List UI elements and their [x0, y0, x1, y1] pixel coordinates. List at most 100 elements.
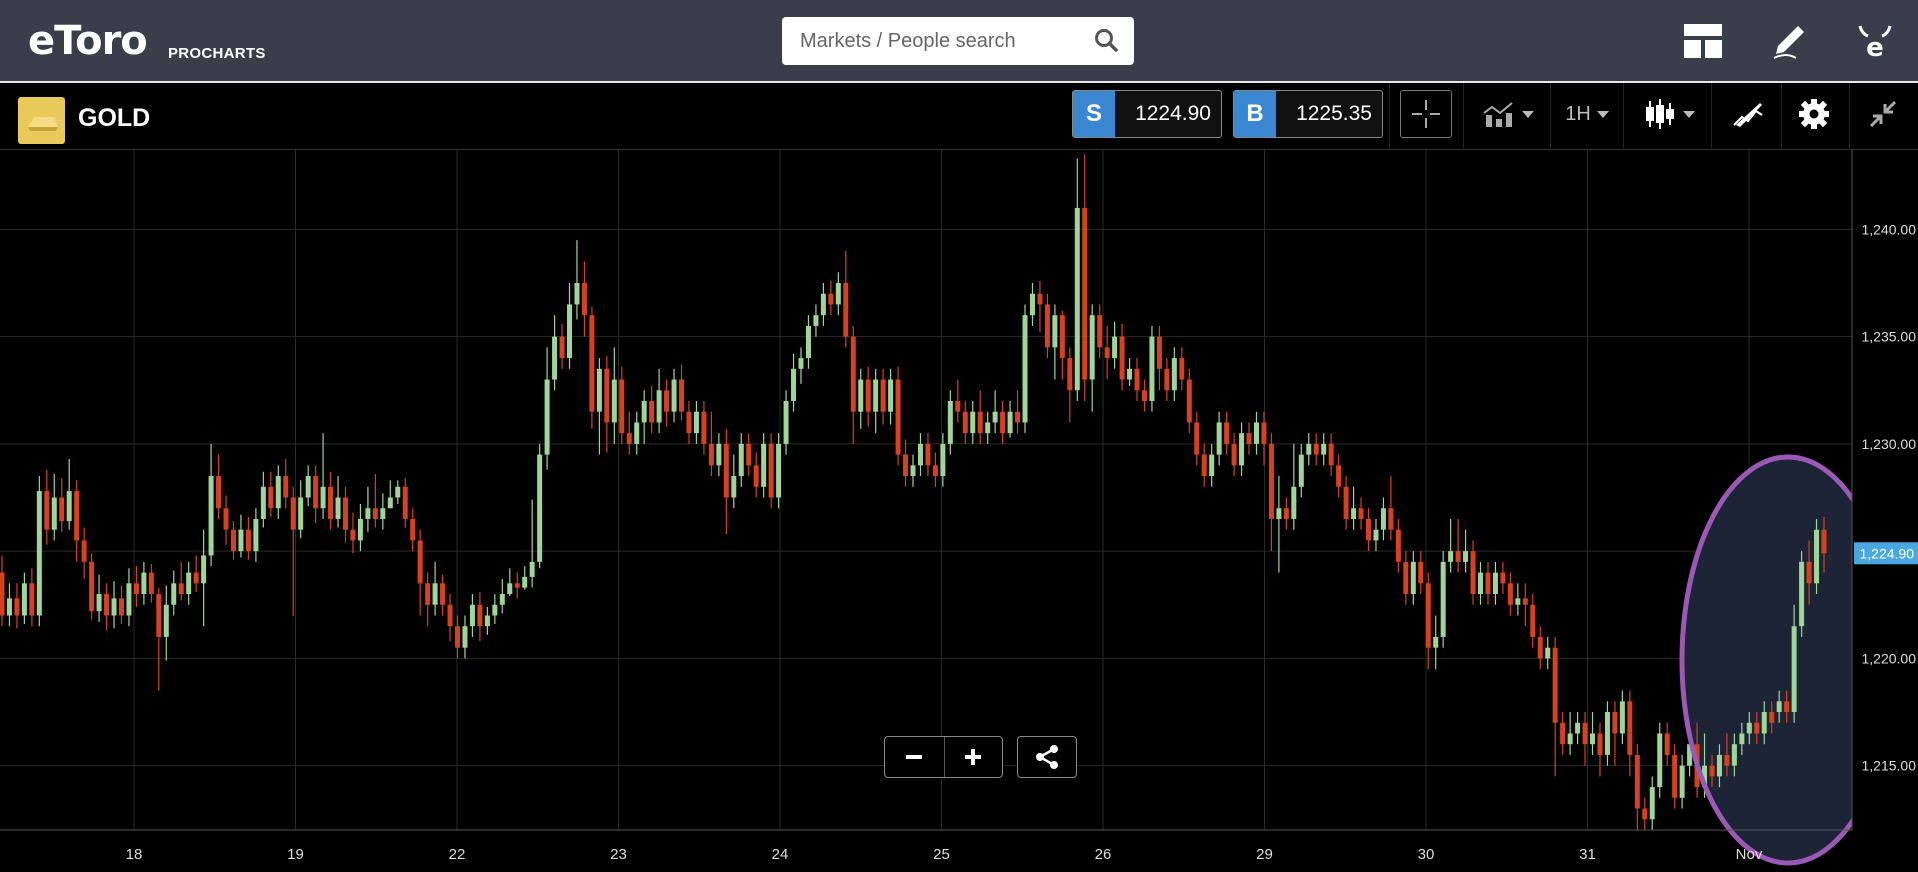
buy-price-button[interactable]: B 1225.35	[1233, 90, 1383, 138]
candle	[417, 529, 423, 616]
chart-type-dropdown[interactable]	[1634, 90, 1704, 138]
candle	[1560, 712, 1566, 755]
candle	[193, 555, 199, 592]
toolbar-separator	[1623, 83, 1624, 150]
candlestick-chart[interactable]: 1,240.001,235.001,230.001,225.001,220.00…	[0, 150, 1918, 867]
pencil-icon[interactable]	[1766, 18, 1812, 64]
candle	[1515, 583, 1521, 616]
candle	[1716, 744, 1722, 788]
compare-chart-button[interactable]	[1473, 90, 1543, 138]
candle	[81, 527, 87, 580]
candle	[395, 480, 401, 504]
candle	[1171, 347, 1177, 401]
candle	[835, 272, 841, 316]
candle	[873, 368, 879, 434]
candle	[1366, 508, 1371, 552]
candle	[1336, 454, 1342, 498]
candle	[1127, 358, 1133, 386]
candle	[761, 433, 767, 498]
candle	[992, 390, 998, 434]
candle	[305, 465, 311, 507]
settings-button[interactable]	[1788, 90, 1840, 138]
candle	[701, 400, 707, 455]
candle	[1179, 347, 1185, 391]
share-button[interactable]	[1017, 736, 1077, 778]
candle	[335, 476, 341, 528]
candle	[1194, 411, 1200, 466]
candle	[1015, 390, 1021, 434]
candle	[1313, 433, 1319, 466]
candle	[1799, 551, 1805, 637]
candle	[820, 282, 826, 326]
candle	[283, 458, 289, 509]
candle	[1530, 594, 1536, 648]
candle	[1455, 518, 1461, 573]
drawing-tools-button[interactable]	[1722, 90, 1774, 138]
etoro-profile-icon[interactable]: e	[1852, 18, 1898, 64]
candle	[148, 564, 154, 603]
candle	[1022, 304, 1028, 434]
candle	[1485, 561, 1491, 605]
candle	[1276, 476, 1282, 573]
chart-toolbar: GOLD S 1224.90 B 1225.35 1H	[0, 83, 1918, 150]
candle	[529, 499, 535, 588]
candle	[1590, 712, 1596, 755]
candle	[402, 478, 408, 528]
candle	[216, 454, 222, 519]
candle	[1604, 701, 1610, 766]
x-tick-label: 19	[287, 846, 304, 863]
candle	[1388, 476, 1394, 541]
candle	[970, 400, 976, 444]
etoro-logo[interactable]: eToro	[28, 18, 148, 64]
candle	[537, 443, 543, 569]
candle	[1410, 551, 1416, 605]
candle	[171, 570, 177, 616]
candle	[1821, 516, 1827, 573]
x-tick-label: Nov	[1736, 846, 1763, 863]
candle	[1231, 433, 1237, 477]
candle	[581, 261, 587, 337]
timeframe-dropdown[interactable]: 1H	[1555, 90, 1619, 138]
y-tick-label: 1,230.00	[1862, 436, 1917, 452]
minus-icon	[906, 755, 923, 759]
search-icon[interactable]	[1094, 28, 1120, 54]
candle	[425, 572, 431, 627]
zoom-out-button[interactable]	[885, 737, 944, 777]
price-chart[interactable]: 1,240.001,235.001,230.001,225.001,220.00…	[0, 150, 1918, 867]
zoom-in-button[interactable]	[943, 737, 1003, 777]
candle	[178, 561, 184, 601]
candle	[708, 411, 714, 477]
candle	[1395, 518, 1401, 573]
candle	[828, 280, 834, 316]
candle	[1470, 540, 1476, 605]
candle	[1754, 712, 1760, 745]
candle	[14, 583, 20, 629]
candle	[746, 433, 752, 477]
y-tick-label: 1,235.00	[1862, 329, 1917, 345]
toolbar-separator	[1463, 83, 1464, 150]
toolbar-separator	[1550, 83, 1551, 150]
sell-price-button[interactable]: S 1224.90	[1072, 90, 1222, 138]
current-price-tag	[1854, 542, 1918, 565]
candle	[791, 353, 797, 412]
crosshair-button[interactable]	[1400, 90, 1452, 138]
search-input[interactable]	[782, 17, 1134, 65]
y-axis-panel	[1852, 150, 1918, 867]
candle	[1119, 323, 1125, 391]
y-tick-label: 1,220.00	[1862, 650, 1917, 666]
candle	[432, 561, 438, 616]
candle	[447, 594, 453, 642]
current-price-label: 1,224.90	[1860, 545, 1915, 561]
collapse-button[interactable]	[1858, 90, 1908, 138]
candle	[357, 503, 363, 552]
candle	[858, 368, 864, 429]
candle	[484, 606, 490, 635]
gold-bar-icon	[18, 97, 65, 144]
candle	[1037, 280, 1043, 333]
candle	[260, 471, 266, 528]
x-tick-label: 25	[933, 846, 950, 863]
candle	[1425, 572, 1431, 670]
toolbar-separator	[1711, 83, 1712, 150]
chevron-down-icon	[1522, 110, 1534, 118]
layout-icon[interactable]	[1680, 18, 1726, 64]
